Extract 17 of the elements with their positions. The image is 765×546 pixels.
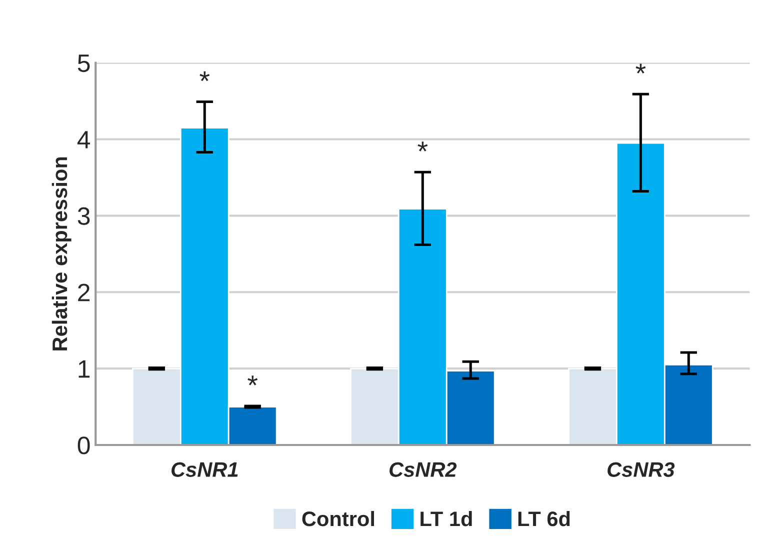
- y-tick-label: 0: [78, 436, 90, 454]
- y-tick-label: 4: [77, 131, 90, 148]
- y-tick-label: 2: [78, 284, 90, 302]
- x-tick-label: CsNR1: [172, 462, 238, 477]
- x-tick-label: CsNR2: [390, 462, 457, 477]
- legend-label: Control: [302, 510, 374, 526]
- y-axis-title: Relative expression: [52, 157, 72, 350]
- y-tick-label: 3: [78, 207, 90, 225]
- data-label: *: [418, 142, 428, 152]
- y-tick-label: 1: [78, 360, 90, 378]
- y-tick-label: 5: [78, 54, 90, 72]
- data-label: *: [248, 376, 258, 386]
- legend-label: LT 6d: [518, 510, 570, 526]
- legend-label: LT 1d: [420, 510, 472, 526]
- data-label: *: [200, 71, 210, 82]
- data-label: *: [636, 64, 646, 74]
- x-tick-label: CsNR3: [608, 462, 675, 477]
